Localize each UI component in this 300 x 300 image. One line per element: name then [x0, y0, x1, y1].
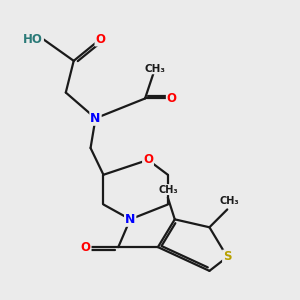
- Text: S: S: [223, 250, 232, 263]
- Text: O: O: [167, 92, 177, 105]
- Text: N: N: [125, 213, 135, 226]
- Text: HO: HO: [23, 32, 43, 46]
- Text: O: O: [143, 153, 153, 167]
- Text: O: O: [95, 32, 106, 46]
- Text: O: O: [81, 241, 91, 254]
- Text: N: N: [90, 112, 101, 125]
- Text: CH₃: CH₃: [158, 184, 178, 195]
- Text: CH₃: CH₃: [219, 196, 239, 206]
- Text: CH₃: CH₃: [145, 64, 166, 74]
